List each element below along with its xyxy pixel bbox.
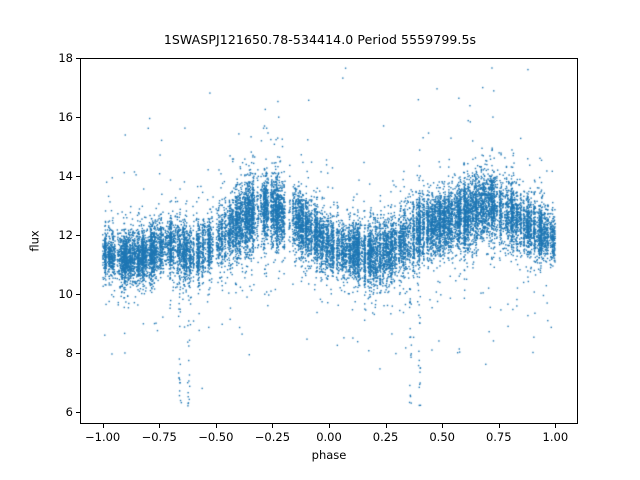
y-tick-mark (76, 176, 80, 178)
page-title: 1SWASPJ121650.78-534414.0 Period 5559799… (163, 32, 477, 47)
y-axis-label: flux (27, 230, 42, 252)
x-tick-mark (215, 424, 217, 428)
y-tick-label: 8 (65, 346, 73, 361)
x-tick-label: −0.25 (254, 430, 291, 444)
y-tick-mark (76, 353, 80, 355)
y-tick-label: 16 (58, 110, 73, 125)
x-tick-mark (385, 424, 387, 428)
x-tick-label: −1.00 (85, 430, 121, 444)
y-tick-label: 18 (58, 51, 73, 65)
x-tick-mark (102, 424, 104, 428)
x-tick-label: 0.25 (372, 430, 399, 444)
y-tick-label: 6 (65, 405, 73, 420)
y-tick-mark (76, 294, 80, 296)
x-axis-label: phase (311, 448, 347, 462)
y-tick-label: 10 (58, 287, 73, 302)
x-tick-label: −0.75 (141, 430, 177, 444)
x-tick-label: 0.50 (429, 430, 455, 444)
y-tick-mark (76, 235, 80, 237)
x-tick-mark (159, 424, 161, 428)
x-tick-mark (498, 424, 500, 428)
x-tick-label: 1.00 (542, 430, 569, 444)
x-tick-mark (329, 424, 330, 428)
y-tick-label: 14 (58, 169, 73, 184)
y-tick-label: 12 (58, 228, 73, 243)
x-tick-label: −0.50 (198, 430, 234, 444)
x-tick-label: 0.00 (316, 430, 342, 444)
x-tick-mark (272, 424, 274, 428)
y-tick-mark (76, 117, 80, 119)
y-tick-mark (76, 58, 80, 59)
plot-axes: 6 8 10 12 14 16 18 −1.00 −0.75 −0.50 −0.25 0.00 0.2… (28, 51, 578, 462)
scatter-plot-points (80, 58, 578, 424)
x-tick-label: 0.75 (485, 430, 512, 444)
x-tick-mark (442, 424, 444, 428)
y-tick-mark (76, 412, 80, 414)
x-tick-mark (555, 424, 557, 428)
